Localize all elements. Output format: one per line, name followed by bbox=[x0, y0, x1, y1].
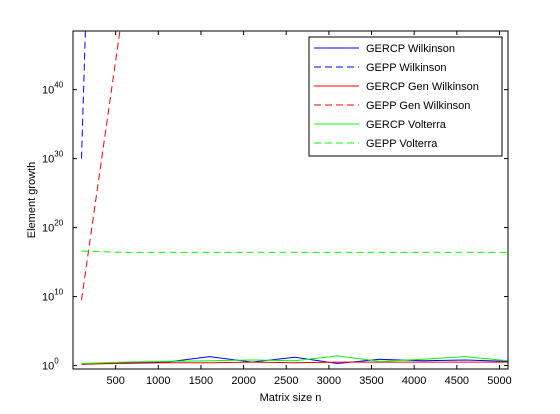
x-tick-label: 500 bbox=[106, 375, 124, 387]
x-tick-label: 1500 bbox=[189, 375, 213, 387]
y-tick-label: 1030 bbox=[42, 150, 64, 166]
x-tick-label: 5000 bbox=[487, 375, 511, 387]
x-axis-label: Matrix size n bbox=[260, 392, 322, 404]
series-line-gercp-volterra bbox=[81, 355, 508, 364]
series-line-gercp-gen-wilkinson bbox=[81, 361, 508, 365]
tick-layer: 500 1000 1500 2000 2500 3000 3500 4000 4500 5000 1… bbox=[42, 31, 512, 387]
y-tick-label: 100 bbox=[42, 357, 59, 373]
series-line-gepp-gen-wilkinson bbox=[81, 31, 121, 301]
series-line-gepp-volterra bbox=[81, 250, 508, 253]
legend-label-gercp-volterra: GERCP Volterra bbox=[366, 119, 447, 131]
series-layer bbox=[81, 31, 508, 365]
legend-label-gepp-volterra: GEPP Volterra bbox=[366, 138, 438, 150]
axes-box bbox=[72, 30, 509, 370]
y-tick-label: 1010 bbox=[42, 288, 64, 304]
legend-label-gercp-gen-wilkinson: GERCP Gen Wilkinson bbox=[366, 81, 479, 93]
legend-label-gepp-wilkinson: GEPP Wilkinson bbox=[366, 62, 447, 74]
x-tick-label: 4000 bbox=[402, 375, 426, 387]
series-line-gercp-wilkinson bbox=[81, 356, 508, 365]
x-tick-label: 4500 bbox=[445, 375, 469, 387]
y-tick-label: 1040 bbox=[42, 81, 64, 97]
x-tick-label: 3500 bbox=[359, 375, 383, 387]
legend: GERCP Wilkinson GEPP Wilkinson GERCP Gen W… bbox=[308, 36, 503, 157]
x-tick-label: 2000 bbox=[231, 375, 255, 387]
y-tick-label: 1020 bbox=[42, 219, 64, 235]
x-tick-label: 3000 bbox=[317, 375, 341, 387]
y-axis-label: Element growth bbox=[26, 162, 38, 238]
x-tick-label: 2500 bbox=[274, 375, 298, 387]
x-tick-label: 1000 bbox=[146, 375, 170, 387]
legend-label-gercp-wilkinson: GERCP Wilkinson bbox=[366, 43, 455, 55]
legend-label-gepp-gen-wilkinson: GEPP Gen Wilkinson bbox=[366, 100, 470, 112]
legend-box bbox=[308, 36, 503, 157]
